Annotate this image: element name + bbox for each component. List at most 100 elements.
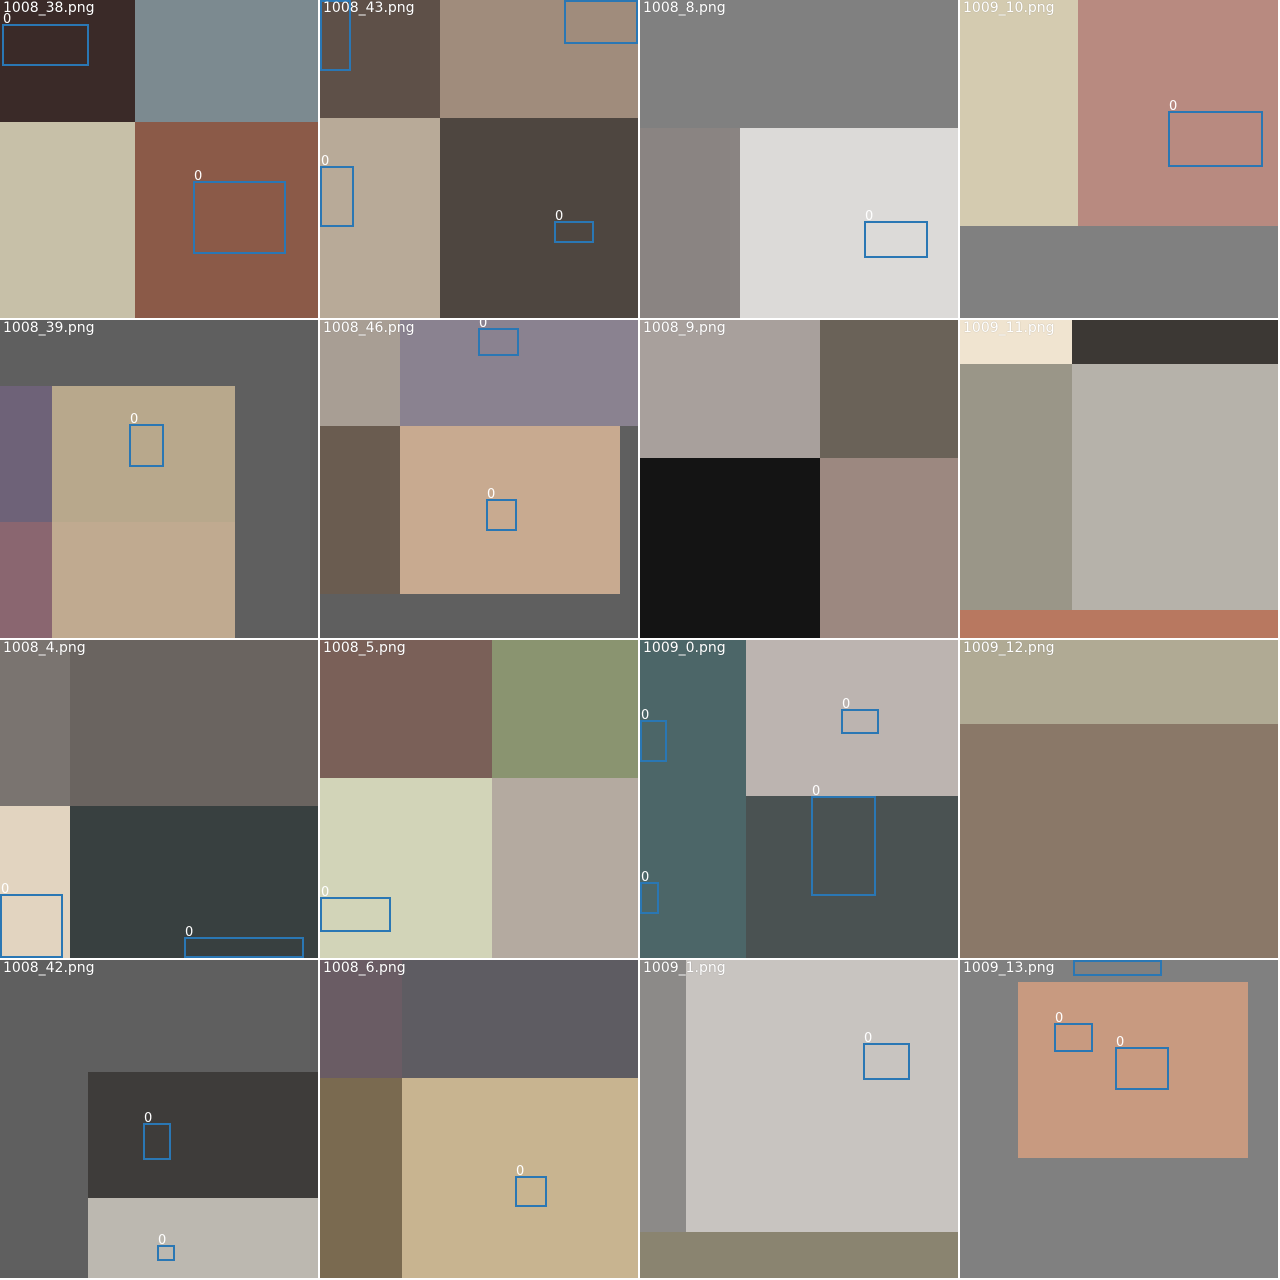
image-region <box>820 458 958 638</box>
bounding-box: 0 <box>1073 960 1162 976</box>
class-label: 0 <box>321 154 330 169</box>
filename-label: 1008_5.png <box>323 640 406 656</box>
filename-label: 1008_8.png <box>643 0 726 16</box>
image-region <box>320 640 492 778</box>
bounding-box: 0 <box>811 785 876 896</box>
image-tile: 0 0 1008_4.png <box>0 640 318 958</box>
image-region <box>492 778 638 958</box>
class-label: 0 <box>185 925 194 940</box>
image-tile: 0 0 0 1009_13.png <box>960 960 1278 1278</box>
image-tile: 1008_9.png <box>640 320 958 638</box>
image-region <box>88 1072 318 1198</box>
image-region <box>88 1198 318 1278</box>
class-label: 0 <box>555 209 564 224</box>
image-region <box>52 386 235 522</box>
image-region <box>960 640 1278 724</box>
bounding-box: 0 <box>0 883 63 958</box>
image-region <box>320 320 400 426</box>
image-tile: 0 1009_10.png <box>960 0 1278 318</box>
class-label: 0 <box>641 870 650 885</box>
bounding-box: 0 <box>554 210 594 243</box>
bounding-box: 0 <box>564 0 638 44</box>
image-region <box>402 1078 638 1278</box>
padding <box>640 0 958 128</box>
image-tile: 0 0 1008_38.png <box>0 0 318 318</box>
bounding-box: 0 <box>478 320 519 356</box>
image-region <box>640 128 740 318</box>
image-region <box>960 320 1072 364</box>
image-region <box>1072 364 1278 610</box>
class-label: 0 <box>487 487 496 502</box>
filename-label: 1008_46.png <box>323 320 415 336</box>
filename-label: 1009_1.png <box>643 960 726 976</box>
bounding-box: 0 <box>1115 1036 1169 1090</box>
image-tile: 0 0 0 0 1009_0.png <box>640 640 958 958</box>
image-tile: 0 1008_8.png <box>640 0 958 318</box>
image-region <box>1018 982 1248 1158</box>
filename-label: 1008_4.png <box>3 640 86 656</box>
image-region <box>0 122 135 318</box>
filename-label: 1008_9.png <box>643 320 726 336</box>
image-region <box>960 0 1078 226</box>
bounding-box: 0 <box>143 1112 171 1160</box>
image-region <box>746 640 958 796</box>
bounding-box: 0 <box>157 1234 175 1261</box>
filename-label: 1008_43.png <box>323 0 415 16</box>
bounding-box: 0 <box>640 709 667 762</box>
image-region <box>0 0 135 122</box>
class-label: 0 <box>641 708 650 723</box>
image-region <box>960 364 1072 610</box>
image-region <box>1072 320 1278 364</box>
image-tile: 0 1008_6.png <box>320 960 638 1278</box>
image-region <box>686 960 958 1232</box>
class-label: 0 <box>1 882 10 897</box>
image-tile: 0 1009_1.png <box>640 960 958 1278</box>
image-tile: 0 1008_39.png <box>0 320 318 638</box>
bounding-box: 0 <box>640 871 659 914</box>
image-tile: 0 0 1008_46.png <box>320 320 638 638</box>
image-region <box>640 1232 958 1278</box>
class-label: 0 <box>321 885 330 900</box>
image-region <box>320 0 440 118</box>
padding <box>960 226 1278 318</box>
class-label: 0 <box>479 320 488 331</box>
image-tile: 0 0 1008_42.png <box>0 960 318 1278</box>
image-region <box>320 426 400 594</box>
image-region <box>135 122 318 318</box>
image-region <box>746 796 958 958</box>
image-region <box>70 640 318 806</box>
class-label: 0 <box>1074 960 1082 962</box>
bounding-box: 0 <box>841 698 879 734</box>
filename-label: 1008_6.png <box>323 960 406 976</box>
image-region <box>320 960 402 1078</box>
filename-label: 1009_13.png <box>963 960 1055 976</box>
filename-label: 1009_11.png <box>963 320 1055 336</box>
image-region <box>440 118 638 318</box>
image-region <box>402 960 638 1078</box>
filename-label: 1008_42.png <box>3 960 95 976</box>
image-region <box>640 960 686 1232</box>
image-tile: 1009_12.png <box>960 640 1278 958</box>
class-label: 0 <box>1116 1035 1125 1050</box>
image-region <box>0 386 52 522</box>
class-label: 0 <box>1055 1011 1064 1026</box>
bounding-box: 0 <box>486 488 517 531</box>
bounding-box: 0 <box>1054 1012 1093 1052</box>
bounding-box: 0 <box>2 13 89 66</box>
bounding-box: 0 <box>320 155 354 227</box>
image-region <box>400 426 620 594</box>
image-region <box>640 458 820 638</box>
class-label: 0 <box>865 209 874 224</box>
bounding-box: 0 <box>1168 100 1263 167</box>
class-label: 0 <box>144 1111 153 1126</box>
image-tile: 1009_11.png <box>960 320 1278 638</box>
bounding-box: 0 <box>129 413 164 467</box>
image-region <box>960 610 1278 638</box>
image-region <box>400 320 638 426</box>
bounding-box: 0 <box>320 0 351 71</box>
image-region <box>0 522 52 638</box>
image-region <box>820 320 958 458</box>
bounding-box: 0 <box>864 210 928 258</box>
class-label: 0 <box>812 784 821 799</box>
